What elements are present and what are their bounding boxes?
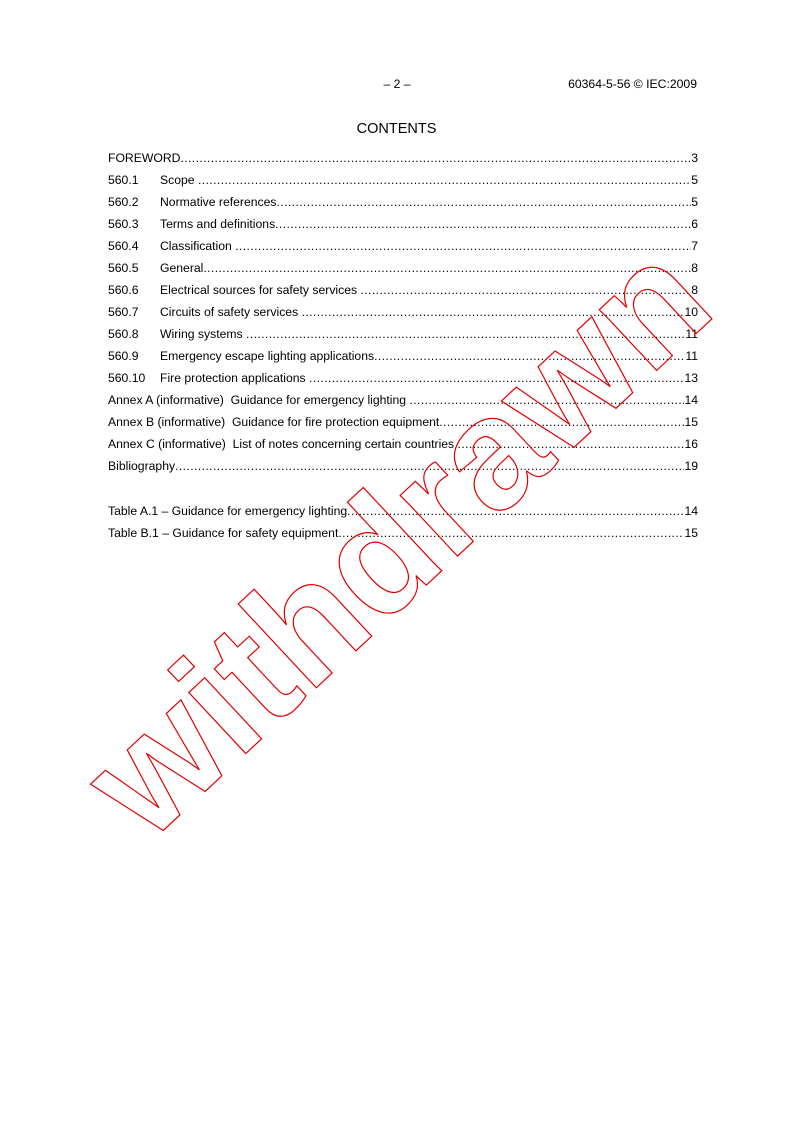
toc-entry[interactable]: FOREWORD 3 xyxy=(108,147,698,169)
dot-leader xyxy=(360,279,691,301)
toc-entry[interactable]: Annex A (informative) Guidance for emerg… xyxy=(108,389,698,411)
dot-leader xyxy=(347,500,684,522)
dot-leader xyxy=(203,257,691,279)
entry-title: Electrical sources for safety services xyxy=(160,283,361,297)
standard-reference: 60364-5-56 © IEC:2009 xyxy=(568,77,697,91)
entry-title: Classification xyxy=(160,239,236,253)
entry-title: Scope xyxy=(160,173,198,187)
toc-entry[interactable]: Table A.1 – Guidance for emergency light… xyxy=(108,500,698,522)
dot-leader xyxy=(180,147,691,169)
entry-page: 11 xyxy=(685,349,698,363)
dot-leader xyxy=(302,301,685,323)
entry-number: 560.5 xyxy=(108,261,139,275)
dot-leader xyxy=(275,213,691,235)
entry-page: 10 xyxy=(684,305,698,319)
entry-title: Bibliography xyxy=(108,459,176,473)
toc-entry[interactable]: 560.4 Classification 7 xyxy=(108,235,698,257)
dot-leader xyxy=(409,389,684,411)
dot-leader xyxy=(175,455,684,477)
entry-title: Table B.1 – Guidance for safety equipmen… xyxy=(108,526,339,540)
entry-page: 13 xyxy=(684,371,698,385)
toc-entry[interactable]: 560.1 Scope 5 xyxy=(108,169,698,191)
toc-list: FOREWORD 3 560.1 Scope 5 560.2 Normative refe… xyxy=(108,147,698,477)
entry-page: 3 xyxy=(691,151,698,165)
entry-title: Fire protection applications xyxy=(160,371,310,385)
entry-title: Table A.1 – Guidance for emergency light… xyxy=(108,504,348,518)
toc-entry[interactable]: 560.10 Fire protection applications 13 xyxy=(108,367,698,389)
toc-entry[interactable]: 560.5 General 8 xyxy=(108,257,698,279)
entry-title: Wiring systems xyxy=(160,327,246,341)
toc-entry[interactable]: 560.9 Emergency escape lighting applicati… xyxy=(108,345,698,367)
toc-entry[interactable]: 560.8 Wiring systems 11 xyxy=(108,323,698,345)
entry-title: Circuits of safety services xyxy=(160,305,302,319)
entry-number: 560.10 xyxy=(108,371,146,385)
dot-leader xyxy=(338,522,684,544)
dot-leader xyxy=(235,235,691,257)
entry-title: Annex C (informative) List of notes conc… xyxy=(108,437,458,451)
toc-entry[interactable]: Annex C (informative) List of notes conc… xyxy=(108,433,698,455)
entry-page: 8 xyxy=(691,261,698,275)
entry-page: 14 xyxy=(684,393,698,407)
dot-leader xyxy=(458,433,685,455)
entry-title: Annex B (informative) Guidance for fire … xyxy=(108,415,440,429)
entry-page: 16 xyxy=(684,437,698,451)
entry-title: Annex A (informative) Guidance for emerg… xyxy=(108,393,410,407)
entry-page: 19 xyxy=(684,459,698,473)
entry-title: Normative references xyxy=(160,195,277,209)
entry-number: 560.4 xyxy=(108,239,139,253)
entry-page: 14 xyxy=(684,504,698,518)
entry-title: Emergency escape lighting applications xyxy=(160,349,375,363)
entry-page: 15 xyxy=(684,526,698,540)
entry-page: 5 xyxy=(691,173,698,187)
entry-title: General xyxy=(160,261,204,275)
entry-number: 560.3 xyxy=(108,217,139,231)
page-number: – 2 – xyxy=(383,77,411,91)
entry-number: 560.9 xyxy=(108,349,139,363)
dot-leader xyxy=(246,323,685,345)
toc-entry[interactable]: 560.3 Terms and definitions 6 xyxy=(108,213,698,235)
toc-entry[interactable]: Table B.1 – Guidance for safety equipmen… xyxy=(108,522,698,544)
dot-leader xyxy=(277,191,692,213)
dot-leader xyxy=(439,411,684,433)
dot-leader xyxy=(309,367,684,389)
entry-page: 6 xyxy=(691,217,698,231)
entry-page: 5 xyxy=(691,195,698,209)
toc-entry[interactable]: 560.7 Circuits of safety services 10 xyxy=(108,301,698,323)
entry-page: 8 xyxy=(691,283,698,297)
entry-page: 7 xyxy=(691,239,698,253)
toc-entry[interactable]: Annex B (informative) Guidance for fire … xyxy=(108,411,698,433)
entry-number: 560.8 xyxy=(108,327,139,341)
dot-leader xyxy=(198,169,691,191)
entry-page: 11 xyxy=(685,327,698,341)
dot-leader xyxy=(374,345,685,367)
toc-entry[interactable]: 560.2 Normative references 5 xyxy=(108,191,698,213)
entry-number: 560.7 xyxy=(108,305,139,319)
entry-number: 560.6 xyxy=(108,283,139,297)
table-list: Table A.1 – Guidance for emergency light… xyxy=(108,500,698,544)
toc-entry[interactable]: 560.6 Electrical sources for safety servi… xyxy=(108,279,698,301)
entry-page: 15 xyxy=(684,415,698,429)
entry-number: 560.2 xyxy=(108,195,139,209)
toc-entry[interactable]: Bibliography 19 xyxy=(108,455,698,477)
entry-title: FOREWORD xyxy=(108,151,181,165)
contents-title: CONTENTS xyxy=(356,121,437,137)
entry-title: Terms and definitions xyxy=(160,217,276,231)
entry-number: 560.1 xyxy=(108,173,139,187)
